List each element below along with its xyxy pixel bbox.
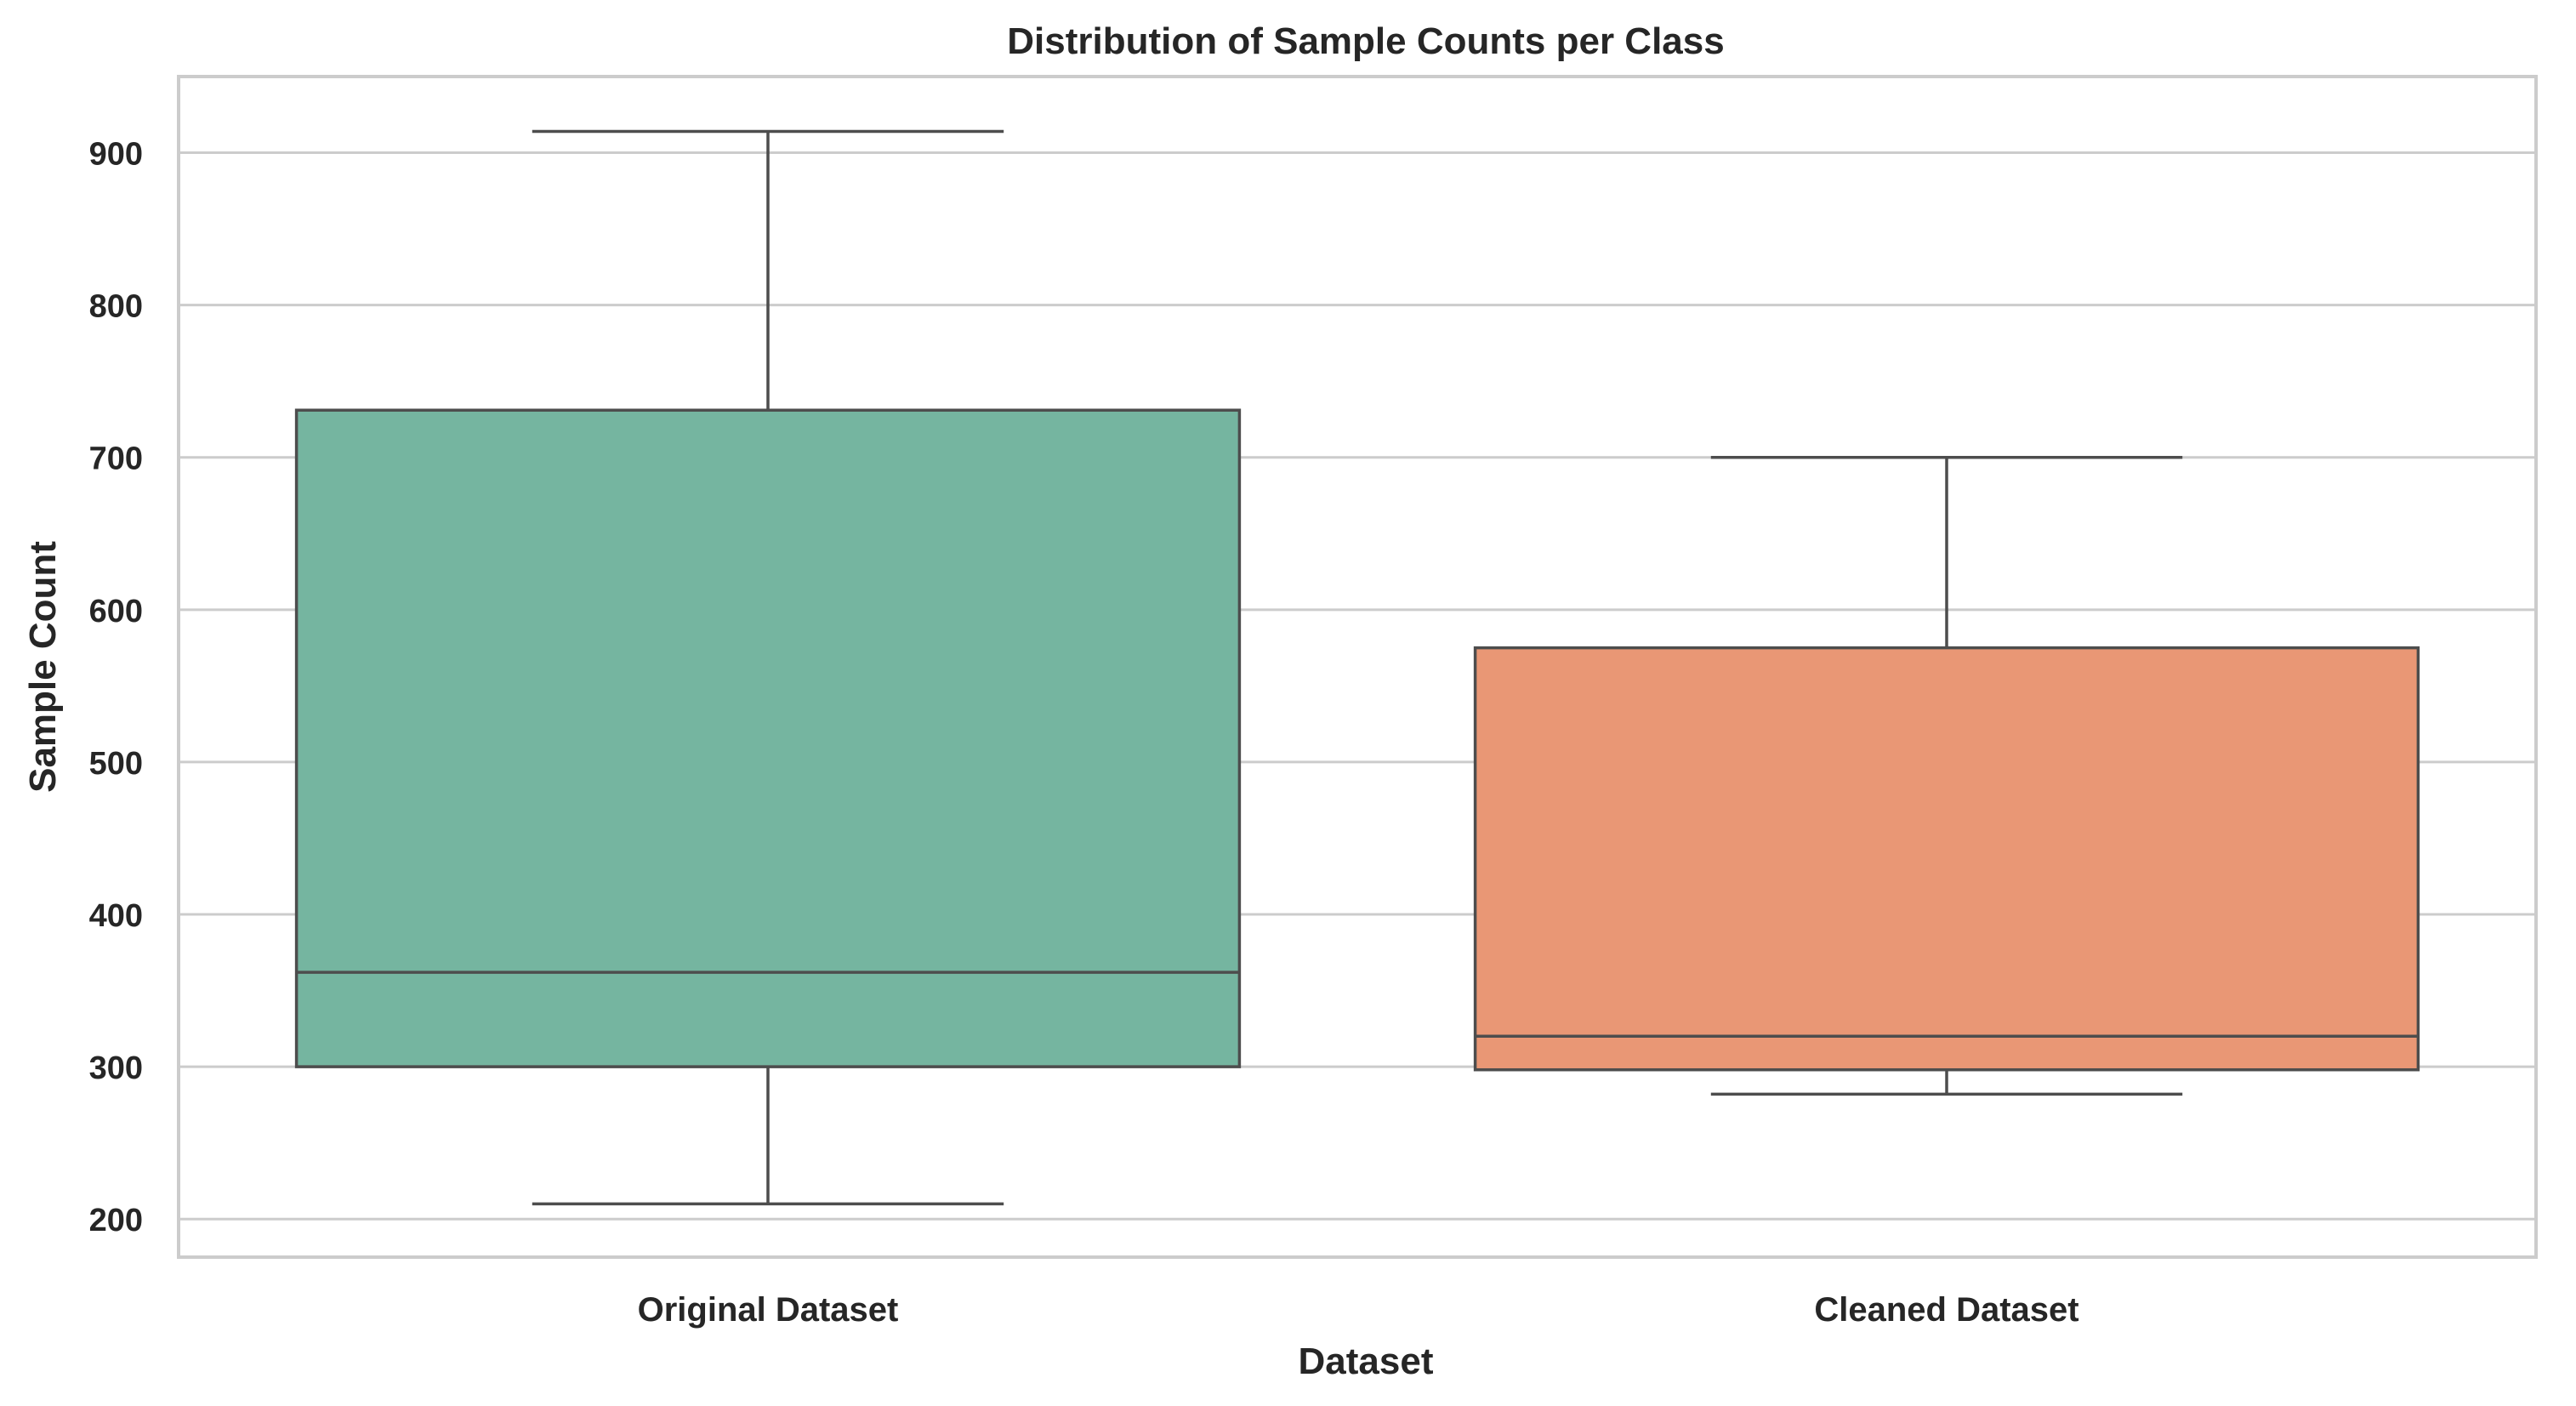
x-tick-labels: Original Dataset Cleaned Dataset [638,1291,2079,1329]
box-group [294,129,1242,1206]
y-tick-label: 800 [89,289,143,325]
y-tick-label: 400 [89,898,143,934]
iqr-box [294,408,1242,1068]
x-tick-label: Cleaned Dataset [1814,1291,2078,1329]
y-tick-label: 300 [89,1050,143,1086]
box-group [1473,455,2420,1096]
y-tick-label: 200 [89,1203,143,1238]
y-axis-label: Sample Count [22,541,64,793]
y-tick-label: 500 [89,746,143,782]
y-tick-labels: 200 300 400 500 600 700 800 900 [89,137,143,1239]
y-tick-label: 700 [89,441,143,477]
y-tick-label: 900 [89,137,143,173]
chart-title: Distribution of Sample Counts per Class [1007,20,1724,62]
iqr-box [1473,646,2420,1072]
x-tick-label: Original Dataset [638,1291,899,1329]
plot-frame [177,75,2538,1259]
y-tick-label: 600 [89,594,143,629]
boxes [294,129,2420,1206]
x-axis-label: Dataset [1299,1341,1434,1382]
